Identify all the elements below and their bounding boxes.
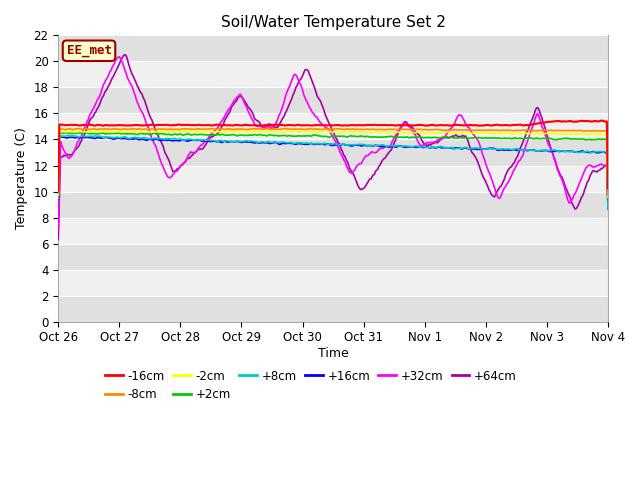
Bar <box>58 61 608 87</box>
Text: EE_met: EE_met <box>67 44 111 57</box>
Bar <box>58 296 608 322</box>
X-axis label: Time: Time <box>317 347 349 360</box>
Bar <box>58 140 608 166</box>
Bar <box>58 244 608 270</box>
Bar <box>58 36 608 61</box>
Bar <box>58 166 608 192</box>
Bar <box>58 192 608 217</box>
Y-axis label: Temperature (C): Temperature (C) <box>15 128 28 229</box>
Bar <box>58 270 608 296</box>
Bar <box>58 217 608 244</box>
Title: Soil/Water Temperature Set 2: Soil/Water Temperature Set 2 <box>221 15 445 30</box>
Legend: -16cm, -8cm, -2cm, +2cm, +8cm, +16cm, +32cm, +64cm: -16cm, -8cm, -2cm, +2cm, +8cm, +16cm, +3… <box>100 365 522 406</box>
Bar <box>58 113 608 140</box>
Bar <box>58 87 608 113</box>
